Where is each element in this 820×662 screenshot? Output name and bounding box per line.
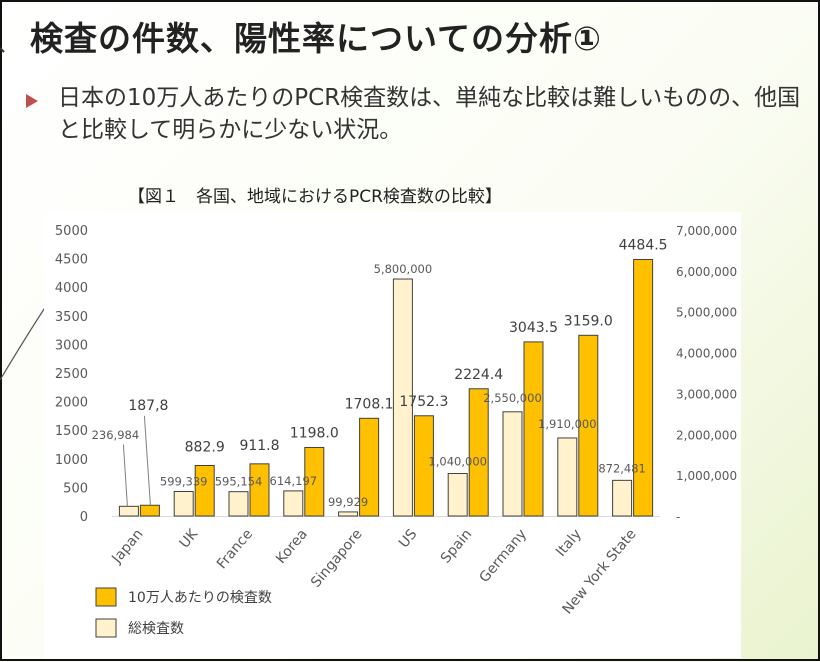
- data-label-per-100k: 3159.0: [564, 313, 613, 329]
- data-label-total: 2,550,000: [483, 391, 542, 405]
- data-label-total: 1,040,000: [428, 455, 487, 469]
- data-label-total: 599,339: [160, 475, 208, 489]
- legend-label: 10万人あたりの検査数: [128, 590, 272, 606]
- category-label: Italy: [553, 526, 585, 560]
- data-label-total: 595,154: [215, 475, 263, 489]
- bar-tests-per-100k: [633, 258, 654, 517]
- category-label: France: [214, 526, 256, 572]
- data-label-per-100k: 3043.5: [509, 320, 558, 336]
- bar-total-tests: [557, 437, 578, 517]
- bar-tests-per-100k: [139, 504, 160, 517]
- bar-tests-per-100k: [249, 463, 270, 517]
- data-label-per-100k: 911.8: [239, 438, 279, 454]
- right-axis-tick-label: -: [676, 510, 680, 524]
- bullet-arrow-icon: [26, 94, 38, 108]
- data-label-total: 99,929: [328, 495, 368, 509]
- bar-total-tests: [502, 411, 523, 517]
- data-label-per-100k: 882.9: [185, 439, 225, 455]
- bar-tests-per-100k: [304, 446, 325, 517]
- bar-tests-per-100k: [468, 388, 489, 517]
- data-label-per-100k: 1708.1: [345, 396, 394, 412]
- data-label-total: 614,197: [270, 474, 318, 488]
- data-label-total: 1,910,000: [538, 417, 597, 431]
- category-label: Germany: [476, 526, 530, 586]
- left-axis-tick-label: 3500: [55, 310, 88, 325]
- data-label-per-100k: 1198.0: [290, 425, 339, 441]
- left-axis-tick-label: 2000: [55, 396, 88, 411]
- bar-tests-per-100k: [578, 334, 599, 517]
- slide-title: 検査の件数、陽性率についての分析①: [30, 19, 602, 58]
- category-label: UK: [177, 526, 202, 552]
- left-axis-tick-label: 4500: [55, 253, 88, 268]
- data-label-per-100k: 1752.3: [399, 394, 448, 410]
- left-axis-tick-label: 500: [63, 481, 88, 496]
- bar-total-tests: [173, 491, 194, 517]
- bar-total-tests: [392, 278, 413, 517]
- bar-tests-per-100k: [413, 415, 434, 517]
- bar-total-tests: [612, 479, 633, 517]
- data-label-total: 872,481: [598, 461, 646, 475]
- bar-tests-per-100k: [194, 464, 215, 517]
- bullet-text: 日本の10万人あたりのPCR検査数は、単純な比較は難しいものの、他国と比較して明…: [58, 85, 801, 143]
- data-label-total: 236,984: [92, 428, 140, 442]
- legend-swatch: [95, 587, 117, 607]
- data-label-per-100k: 187,8: [128, 398, 168, 414]
- right-axis-tick-label: 5,000,000: [676, 306, 737, 320]
- left-axis-tick-label: 3000: [55, 338, 88, 353]
- category-label: Singapore: [308, 526, 366, 590]
- bar-total-tests: [228, 491, 249, 517]
- left-axis-tick-label: 1500: [55, 424, 88, 439]
- left-axis-tick-label: 2500: [55, 367, 88, 382]
- left-axis-tick-label: 1000: [55, 453, 88, 468]
- chart-panel: 0 500 1000 1500 2000 2500 3000 3500 4000 4500 5000…: [44, 212, 741, 658]
- leader-line: [122, 444, 128, 507]
- category-label: Japan: [108, 526, 146, 567]
- right-axis-tick-label: 4,000,000: [676, 347, 737, 361]
- bar-total-tests: [283, 490, 304, 517]
- data-label-total: 5,800,000: [374, 262, 433, 276]
- leader-line: [143, 415, 151, 506]
- left-axis-tick-label: 5000: [55, 224, 88, 239]
- data-label-per-100k: 4484.5: [619, 237, 668, 253]
- bar-total-tests: [118, 505, 139, 517]
- right-axis-tick-label: 2,000,000: [676, 428, 737, 442]
- left-axis-tick-label: 4000: [55, 281, 88, 296]
- pcr-bar-chart: 0 500 1000 1500 2000 2500 3000 3500 4000 4500 5000…: [55, 224, 737, 638]
- category-label: Korea: [273, 526, 311, 567]
- category-label: US: [396, 526, 421, 551]
- data-label-per-100k: 2224.4: [454, 367, 503, 383]
- legend-swatch: [95, 618, 117, 638]
- bar-total-tests: [447, 473, 468, 517]
- legend-label: 総検査数: [128, 621, 184, 637]
- right-axis-tick-label: 1,000,000: [676, 469, 737, 483]
- left-axis-tick-label: 0: [80, 510, 88, 525]
- bar-tests-per-100k: [359, 417, 380, 517]
- bar-total-tests: [338, 511, 359, 517]
- figure-caption: 【図１ 各国、地域におけるPCR検査数の比較】: [128, 187, 502, 207]
- right-axis-tick-label: 6,000,000: [676, 265, 737, 279]
- right-axis-tick-label: 7,000,000: [676, 224, 737, 238]
- bar-tests-per-100k: [523, 341, 544, 517]
- category-label: Spain: [438, 526, 475, 566]
- right-axis-tick-label: 3,000,000: [676, 387, 737, 401]
